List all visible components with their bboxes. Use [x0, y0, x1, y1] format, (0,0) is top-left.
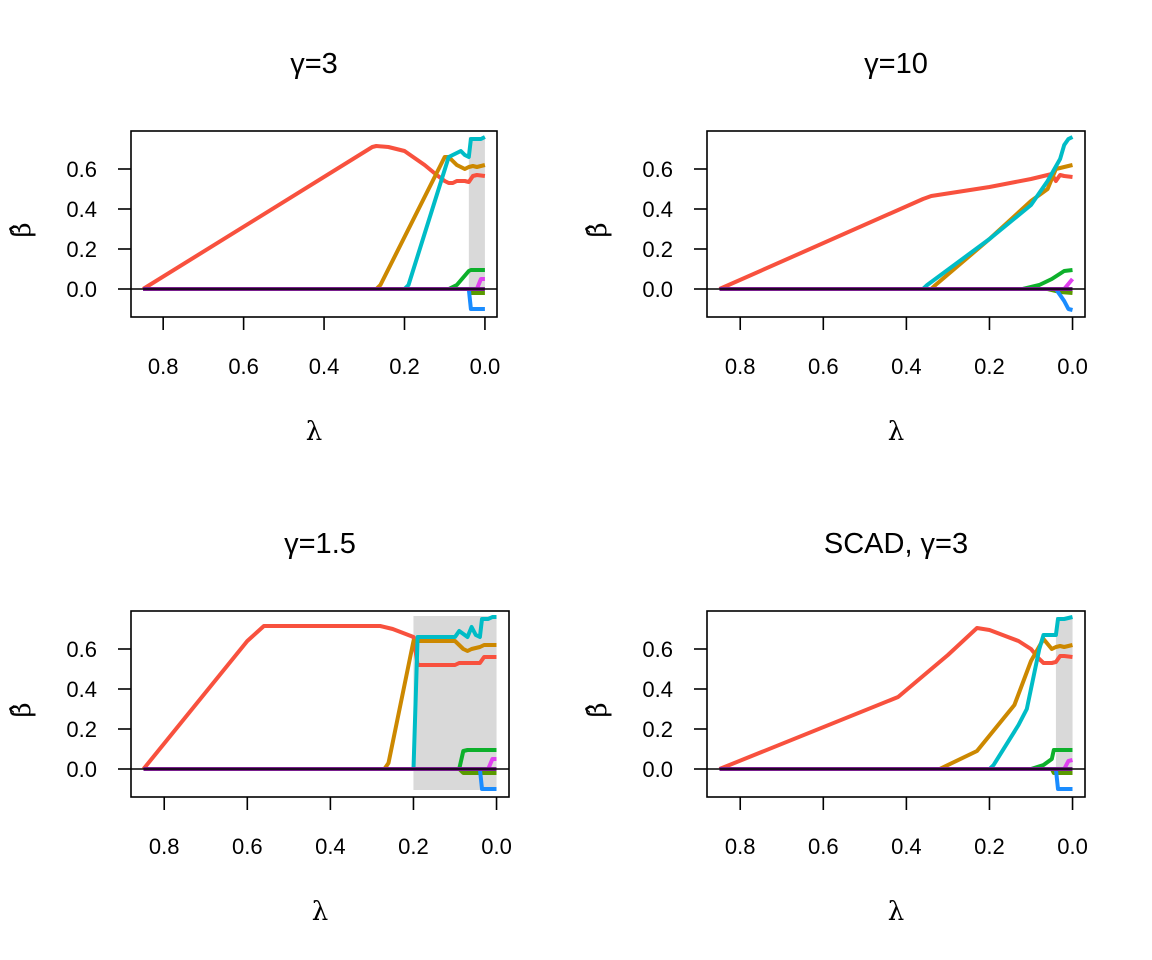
- panel-title: γ=1.5: [284, 528, 356, 560]
- panel-title: γ=10: [864, 48, 928, 80]
- y-axis-label: β̂: [7, 702, 37, 717]
- series-line-1: [141, 624, 497, 771]
- x-axis-label: λ: [306, 417, 322, 447]
- x-tick-label: 0.4: [309, 354, 340, 379]
- panel-title: γ=3: [290, 48, 338, 80]
- series-line-3: [143, 615, 497, 771]
- y-tick-label: 0.4: [642, 197, 673, 222]
- series-line-2: [143, 639, 497, 771]
- x-tick-label: 0.4: [891, 834, 922, 859]
- series-line-1: [142, 144, 486, 291]
- series-line-4: [719, 268, 1073, 291]
- y-tick-label: 0.6: [642, 157, 673, 182]
- x-tick-label: 0.0: [481, 834, 512, 859]
- x-tick-label: 0.6: [808, 354, 839, 379]
- panel-1: 0.8 0.6 0.4 0.2 0.0 0.0 0.2 0.4 0.6 γ=3 λ β̂: [7, 48, 500, 447]
- x-axis-label: λ: [312, 897, 328, 927]
- panel-2: 0.8 0.6 0.4 0.2 0.0 0.0 0.2 0.4 0.6 γ=10 λ β̂: [583, 48, 1088, 447]
- y-tick-label: 0.0: [642, 757, 673, 782]
- series-line-6: [719, 287, 1073, 312]
- x-axis-label: λ: [888, 897, 904, 927]
- y-tick-label: 0.2: [642, 717, 673, 742]
- y-axis-label: β̂: [583, 702, 613, 717]
- series-line-6: [719, 767, 1073, 791]
- y-tick-label: 0.4: [66, 197, 97, 222]
- x-tick-label: 0.2: [389, 354, 420, 379]
- y-tick-label: 0.0: [66, 757, 97, 782]
- x-axis-label: λ: [888, 417, 904, 447]
- x-tick-label: 0.6: [232, 834, 263, 859]
- y-tick-label: 0.2: [642, 237, 673, 262]
- x-tick-label: 0.2: [398, 834, 429, 859]
- x-tick-label: 0.8: [149, 834, 180, 859]
- y-tick-label: 0.6: [642, 637, 673, 662]
- x-tick-label: 0.0: [1057, 354, 1088, 379]
- y-axis-label: β̂: [7, 222, 37, 237]
- panel-title: SCAD, γ=3: [824, 528, 968, 560]
- x-tick-label: 0.0: [1057, 834, 1088, 859]
- x-tick-label: 0.2: [974, 354, 1005, 379]
- plot-frame: [706, 610, 1086, 798]
- series-line-3: [143, 135, 486, 291]
- x-tick-label: 0.4: [891, 354, 922, 379]
- x-tick-label: 0.6: [228, 354, 259, 379]
- x-tick-label: 0.8: [148, 354, 179, 379]
- y-tick-label: 0.0: [66, 277, 97, 302]
- y-tick-label: 0.6: [66, 157, 97, 182]
- series-line-3: [719, 615, 1073, 771]
- shaded-region: [468, 137, 485, 289]
- y-tick-label: 0.2: [66, 717, 97, 742]
- plot-frame: [706, 130, 1086, 318]
- x-tick-label: 0.6: [808, 834, 839, 859]
- y-axis-label: β̂: [583, 222, 613, 237]
- plot-frame: [130, 610, 510, 798]
- y-tick-label: 0.4: [66, 677, 97, 702]
- y-tick-label: 0.2: [66, 237, 97, 262]
- series-line-2: [143, 155, 486, 291]
- x-tick-label: 0.4: [315, 834, 346, 859]
- x-tick-label: 0.8: [725, 834, 756, 859]
- series-line-4: [143, 268, 485, 291]
- x-tick-label: 0.0: [470, 354, 501, 379]
- series-line-2: [719, 163, 1073, 291]
- series-line-4: [719, 748, 1073, 771]
- panel-3: 0.8 0.6 0.4 0.2 0.0 0.0 0.2 0.4 0.6 γ=1.5 λ β̂: [7, 528, 512, 927]
- y-tick-label: 0.6: [66, 637, 97, 662]
- series-line-6: [143, 287, 485, 311]
- plot-frame: [130, 130, 498, 318]
- x-tick-label: 0.2: [974, 834, 1005, 859]
- y-tick-label: 0.0: [642, 277, 673, 302]
- shaded-region: [1055, 617, 1073, 769]
- series-line-1: [718, 626, 1073, 771]
- panel-4: 0.8 0.6 0.4 0.2 0.0 0.0 0.2 0.4 0.6 SCAD, γ=3 λ β̂: [583, 528, 1088, 927]
- x-tick-label: 0.8: [725, 354, 756, 379]
- series-line-1: [718, 172, 1073, 291]
- y-tick-label: 0.4: [642, 677, 673, 702]
